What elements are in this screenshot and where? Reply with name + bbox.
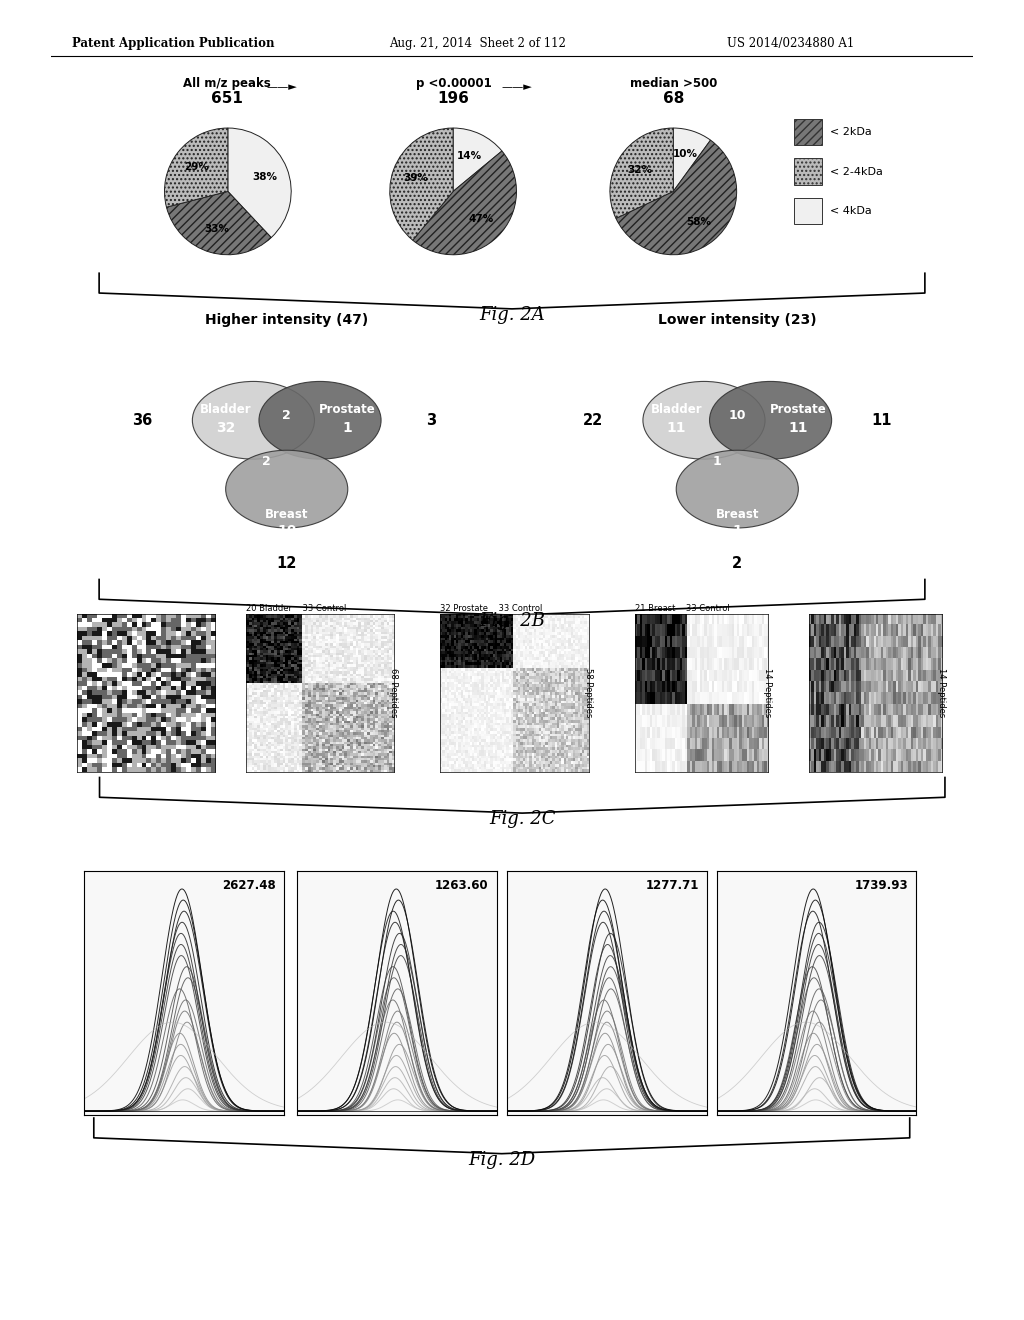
Text: Patent Application Publication: Patent Application Publication bbox=[72, 37, 274, 50]
Text: 10: 10 bbox=[728, 409, 746, 421]
Y-axis label: 14 Peptides: 14 Peptides bbox=[763, 668, 772, 718]
Text: 14%: 14% bbox=[458, 150, 482, 161]
Text: 39%: 39% bbox=[403, 173, 429, 183]
Y-axis label: 58 Peptides: 58 Peptides bbox=[584, 668, 593, 718]
Text: 1: 1 bbox=[712, 455, 721, 469]
Wedge shape bbox=[453, 128, 502, 191]
Text: 1263.60: 1263.60 bbox=[435, 879, 488, 891]
Text: Fig. 2B: Fig. 2B bbox=[479, 612, 545, 631]
Text: 2627.48: 2627.48 bbox=[222, 879, 275, 891]
Text: 1: 1 bbox=[732, 524, 742, 539]
Text: 12: 12 bbox=[276, 556, 297, 570]
Text: 36: 36 bbox=[132, 413, 153, 428]
Title: Lower intensity (23): Lower intensity (23) bbox=[658, 313, 816, 327]
Text: 32: 32 bbox=[216, 421, 236, 434]
Text: 10: 10 bbox=[278, 524, 296, 539]
Wedge shape bbox=[673, 128, 711, 191]
Wedge shape bbox=[165, 128, 228, 207]
Text: p <0.00001: p <0.00001 bbox=[416, 77, 492, 90]
Ellipse shape bbox=[225, 450, 348, 528]
Wedge shape bbox=[616, 140, 736, 255]
Wedge shape bbox=[413, 150, 516, 255]
Wedge shape bbox=[390, 128, 454, 240]
Text: 1739.93: 1739.93 bbox=[855, 879, 908, 891]
Text: Breast: Breast bbox=[265, 508, 308, 521]
Text: 58%: 58% bbox=[686, 216, 711, 227]
Text: 1277.71: 1277.71 bbox=[645, 879, 698, 891]
Text: 47%: 47% bbox=[468, 214, 494, 224]
Wedge shape bbox=[227, 128, 291, 238]
Text: 22: 22 bbox=[583, 413, 603, 428]
Ellipse shape bbox=[676, 450, 799, 528]
Text: Aug. 21, 2014  Sheet 2 of 112: Aug. 21, 2014 Sheet 2 of 112 bbox=[389, 37, 566, 50]
Ellipse shape bbox=[710, 381, 831, 459]
Y-axis label: 68 Peptides: 68 Peptides bbox=[389, 668, 398, 718]
Text: 10%: 10% bbox=[673, 149, 698, 158]
Wedge shape bbox=[610, 128, 674, 218]
Text: 196: 196 bbox=[437, 91, 470, 106]
Wedge shape bbox=[167, 191, 271, 255]
Text: 20 Bladder    33 Control: 20 Bladder 33 Control bbox=[246, 605, 346, 612]
Text: 2: 2 bbox=[283, 409, 291, 421]
Text: 1: 1 bbox=[342, 421, 352, 434]
Text: 11: 11 bbox=[871, 413, 892, 428]
Text: 29%: 29% bbox=[184, 162, 209, 173]
Text: 32%: 32% bbox=[628, 165, 652, 176]
Text: 68: 68 bbox=[664, 91, 684, 106]
Text: Fig. 2D: Fig. 2D bbox=[468, 1151, 536, 1170]
Title: Higher intensity (47): Higher intensity (47) bbox=[205, 313, 369, 327]
Text: 2: 2 bbox=[732, 556, 742, 570]
Text: All m/z peaks: All m/z peaks bbox=[183, 77, 271, 90]
Text: Prostate: Prostate bbox=[319, 404, 376, 416]
Text: < 2-4kDa: < 2-4kDa bbox=[830, 166, 884, 177]
Text: 2: 2 bbox=[261, 455, 270, 469]
Text: Breast: Breast bbox=[716, 508, 759, 521]
Ellipse shape bbox=[643, 381, 765, 459]
Text: median >500: median >500 bbox=[630, 77, 718, 90]
Text: 11: 11 bbox=[788, 421, 808, 434]
Text: Bladder: Bladder bbox=[201, 404, 252, 416]
Text: Bladder: Bladder bbox=[651, 404, 702, 416]
Text: < 4kDa: < 4kDa bbox=[830, 206, 872, 216]
Text: Fig. 2C: Fig. 2C bbox=[489, 810, 555, 829]
Ellipse shape bbox=[259, 381, 381, 459]
Text: Fig. 2A: Fig. 2A bbox=[479, 306, 545, 325]
Text: 21 Breast    33 Control: 21 Breast 33 Control bbox=[635, 605, 730, 612]
Text: Prostate: Prostate bbox=[770, 404, 826, 416]
Ellipse shape bbox=[193, 381, 314, 459]
Text: ——►: ——► bbox=[266, 82, 297, 92]
Text: 32 Prostate    33 Control: 32 Prostate 33 Control bbox=[440, 605, 543, 612]
Text: 11: 11 bbox=[667, 421, 686, 434]
Text: ——►: ——► bbox=[502, 82, 532, 92]
Text: 38%: 38% bbox=[252, 172, 276, 182]
Y-axis label: 14 Peptides: 14 Peptides bbox=[937, 668, 946, 718]
Text: 651: 651 bbox=[211, 91, 244, 106]
Text: US 2014/0234880 A1: US 2014/0234880 A1 bbox=[727, 37, 854, 50]
Text: 3: 3 bbox=[426, 413, 436, 428]
Text: 33%: 33% bbox=[205, 224, 229, 234]
Text: < 2kDa: < 2kDa bbox=[830, 127, 872, 137]
